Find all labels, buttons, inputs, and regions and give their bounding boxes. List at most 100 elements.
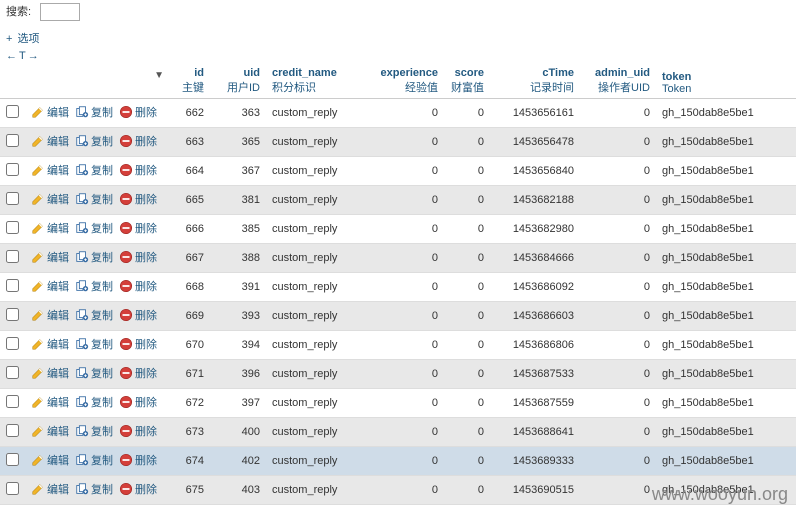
table-row[interactable]: 编辑复制删除667388custom_reply0014536846660gh_… <box>0 244 796 273</box>
cell-credit_name: custom_reply <box>266 476 366 505</box>
copy-label: 复制 <box>91 133 113 149</box>
copy-link[interactable]: 复制 <box>75 104 113 120</box>
delete-link[interactable]: 删除 <box>119 191 157 207</box>
col-header-main: score <box>455 67 484 79</box>
row-checkbox[interactable] <box>6 337 19 350</box>
edit-link[interactable]: 编辑 <box>31 220 69 236</box>
edit-link[interactable]: 编辑 <box>31 307 69 323</box>
table-row[interactable]: 编辑复制删除663365custom_reply0014536564780gh_… <box>0 128 796 157</box>
copy-label: 复制 <box>91 336 113 352</box>
delete-link[interactable]: 删除 <box>119 481 157 497</box>
edit-link[interactable]: 编辑 <box>31 133 69 149</box>
table-row[interactable]: 编辑复制删除674402custom_reply0014536893330gh_… <box>0 447 796 476</box>
edit-link[interactable]: 编辑 <box>31 104 69 120</box>
copy-link[interactable]: 复制 <box>75 481 113 497</box>
row-checkbox[interactable] <box>6 482 19 495</box>
copy-link[interactable]: 复制 <box>75 249 113 265</box>
col-header-id[interactable]: id主键 <box>170 64 210 99</box>
row-checkbox[interactable] <box>6 366 19 379</box>
edit-link[interactable]: 编辑 <box>31 278 69 294</box>
table-body: 编辑复制删除662363custom_reply0014536561610gh_… <box>0 99 796 505</box>
table-row[interactable]: 编辑复制删除670394custom_reply0014536868060gh_… <box>0 331 796 360</box>
table-row[interactable]: 编辑复制删除662363custom_reply0014536561610gh_… <box>0 99 796 128</box>
edit-link[interactable]: 编辑 <box>31 481 69 497</box>
row-checkbox[interactable] <box>6 163 19 176</box>
table-row[interactable]: 编辑复制删除666385custom_reply0014536829800gh_… <box>0 215 796 244</box>
delete-link[interactable]: 删除 <box>119 452 157 468</box>
col-header-score[interactable]: score财富值 <box>444 64 490 99</box>
delete-link[interactable]: 删除 <box>119 336 157 352</box>
copy-link[interactable]: 复制 <box>75 452 113 468</box>
edit-link[interactable]: 编辑 <box>31 452 69 468</box>
delete-link[interactable]: 删除 <box>119 423 157 439</box>
copy-link[interactable]: 复制 <box>75 307 113 323</box>
col-header-uid[interactable]: uid用户ID <box>210 64 266 99</box>
edit-link[interactable]: 编辑 <box>31 249 69 265</box>
col-header-token[interactable]: tokenToken <box>656 64 796 99</box>
copy-link[interactable]: 复制 <box>75 220 113 236</box>
delete-icon <box>119 134 133 148</box>
table-row[interactable]: 编辑复制删除665381custom_reply0014536821880gh_… <box>0 186 796 215</box>
table-row[interactable]: 编辑复制删除668391custom_reply0014536860920gh_… <box>0 273 796 302</box>
delete-link[interactable]: 删除 <box>119 307 157 323</box>
table-row[interactable]: 编辑复制删除671396custom_reply0014536875330gh_… <box>0 360 796 389</box>
row-checkbox[interactable] <box>6 279 19 292</box>
copy-link[interactable]: 复制 <box>75 191 113 207</box>
delete-link[interactable]: 删除 <box>119 365 157 381</box>
table-row[interactable]: 编辑复制删除664367custom_reply0014536568400gh_… <box>0 157 796 186</box>
edit-link[interactable]: 编辑 <box>31 365 69 381</box>
copy-link[interactable]: 复制 <box>75 336 113 352</box>
row-checkbox[interactable] <box>6 192 19 205</box>
delete-link[interactable]: 删除 <box>119 220 157 236</box>
options-link[interactable]: 选项 <box>18 33 40 45</box>
arrow-left-icon[interactable]: ← <box>6 50 17 62</box>
action-header: ▼ <box>0 64 170 99</box>
copy-link[interactable]: 复制 <box>75 394 113 410</box>
col-header-admin_uid[interactable]: admin_uid操作者UID <box>580 64 656 99</box>
copy-link[interactable]: 复制 <box>75 423 113 439</box>
table-row[interactable]: 编辑复制删除669393custom_reply0014536866030gh_… <box>0 302 796 331</box>
search-label: 搜索: <box>6 6 31 18</box>
edit-link[interactable]: 编辑 <box>31 162 69 178</box>
row-checkbox[interactable] <box>6 105 19 118</box>
copy-link[interactable]: 复制 <box>75 365 113 381</box>
edit-link[interactable]: 编辑 <box>31 191 69 207</box>
delete-link[interactable]: 删除 <box>119 278 157 294</box>
arrow-t-icon[interactable]: T <box>19 50 26 62</box>
edit-link[interactable]: 编辑 <box>31 394 69 410</box>
delete-link[interactable]: 删除 <box>119 104 157 120</box>
delete-link[interactable]: 删除 <box>119 249 157 265</box>
table-row[interactable]: 编辑复制删除673400custom_reply0014536886410gh_… <box>0 418 796 447</box>
row-checkbox[interactable] <box>6 134 19 147</box>
copy-link[interactable]: 复制 <box>75 278 113 294</box>
edit-link[interactable]: 编辑 <box>31 336 69 352</box>
plus-icon[interactable]: + <box>6 33 12 45</box>
cell-cTime: 1453656478 <box>490 128 580 157</box>
cell-admin_uid: 0 <box>580 360 656 389</box>
cell-cTime: 1453684666 <box>490 244 580 273</box>
delete-link[interactable]: 删除 <box>119 162 157 178</box>
delete-link[interactable]: 删除 <box>119 133 157 149</box>
cell-id: 670 <box>170 331 210 360</box>
copy-link[interactable]: 复制 <box>75 133 113 149</box>
copy-link[interactable]: 复制 <box>75 162 113 178</box>
arrow-right-icon[interactable]: → <box>28 50 39 62</box>
sort-dropdown-icon[interactable]: ▼ <box>154 70 164 81</box>
row-checkbox[interactable] <box>6 424 19 437</box>
col-header-cTime[interactable]: cTime记录时间 <box>490 64 580 99</box>
delete-link[interactable]: 删除 <box>119 394 157 410</box>
edit-link[interactable]: 编辑 <box>31 423 69 439</box>
row-checkbox[interactable] <box>6 221 19 234</box>
pencil-icon <box>31 192 45 206</box>
row-checkbox-cell <box>0 302 25 331</box>
table-row[interactable]: 编辑复制删除672397custom_reply0014536875590gh_… <box>0 389 796 418</box>
col-header-experience[interactable]: experience经验值 <box>366 64 444 99</box>
table-row[interactable]: 编辑复制删除675403custom_reply0014536905150gh_… <box>0 476 796 505</box>
search-input[interactable] <box>40 3 80 21</box>
row-checkbox[interactable] <box>6 453 19 466</box>
row-checkbox[interactable] <box>6 250 19 263</box>
col-header-credit_name[interactable]: credit_name积分标识 <box>266 64 366 99</box>
row-checkbox[interactable] <box>6 395 19 408</box>
cell-id: 666 <box>170 215 210 244</box>
row-checkbox[interactable] <box>6 308 19 321</box>
